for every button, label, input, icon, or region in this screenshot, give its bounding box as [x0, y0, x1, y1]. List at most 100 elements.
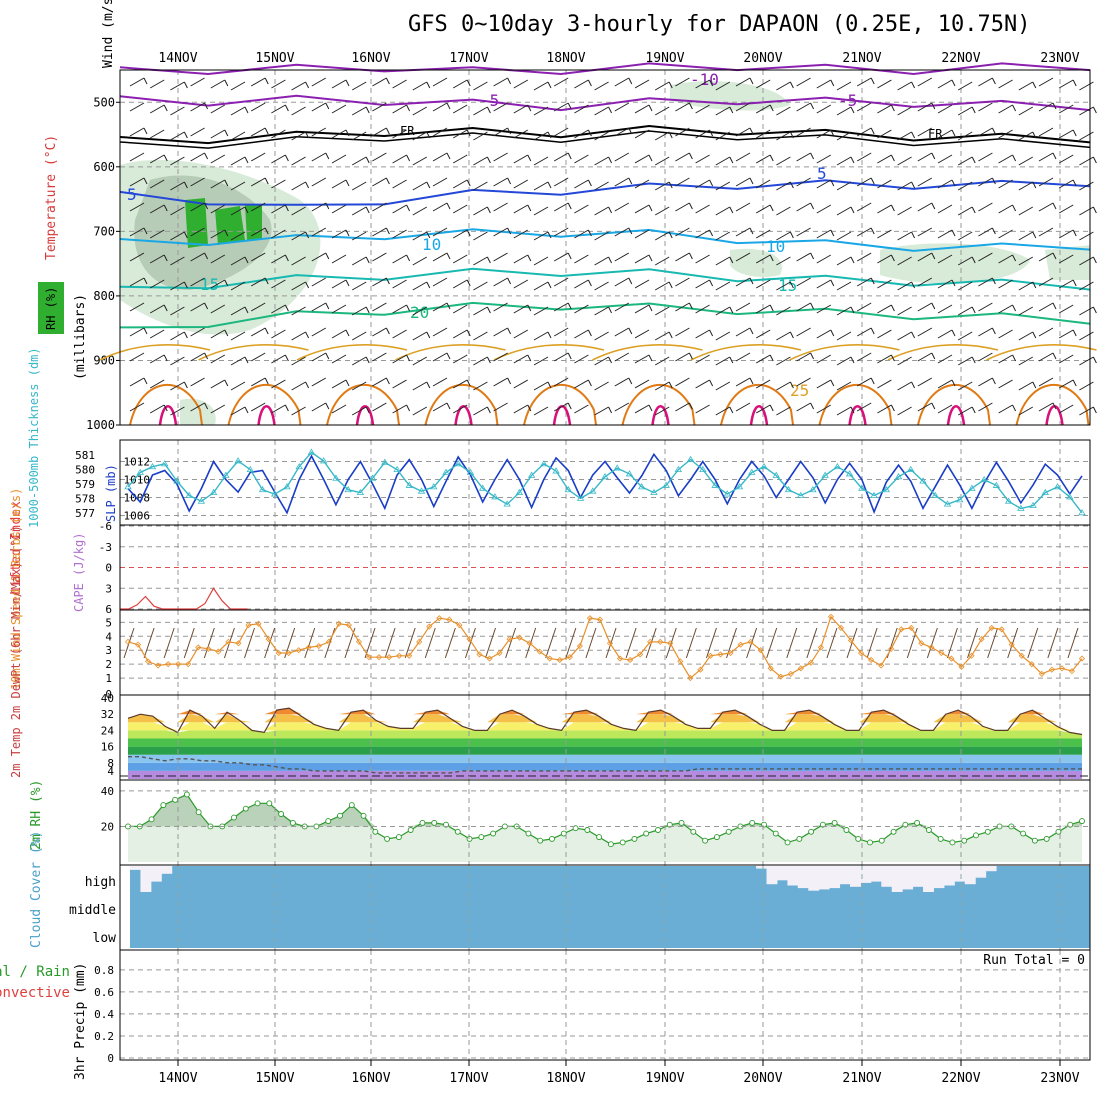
wind-barb-flag [911, 381, 916, 389]
wind-barb-flag [143, 377, 148, 385]
wind-barb-shaft [877, 254, 892, 264]
wind-barb-shaft [412, 406, 428, 416]
wind-barb [715, 156, 734, 166]
wind-barb-shaft [816, 154, 832, 164]
wind-barb-shaft [574, 354, 589, 364]
wind-barb [998, 104, 1017, 114]
isotherm-line [296, 344, 408, 361]
wind-barb-flag [749, 127, 754, 135]
wind-barb-shaft [836, 356, 852, 366]
wind-barb-flag [183, 281, 188, 289]
rh2m-marker [749, 819, 756, 826]
wind-barb-shaft [654, 131, 670, 141]
wind-barb [513, 404, 532, 414]
thickness-marker [943, 500, 952, 507]
wind10m-marker [817, 644, 824, 651]
wind-barb [776, 381, 794, 391]
wind-barb-shaft [533, 206, 549, 216]
wind-barb-shaft [614, 252, 630, 262]
wind-barb [412, 156, 428, 166]
cloud-high-gap [912, 866, 924, 887]
wind10m-marker [426, 623, 433, 630]
wind-barb-shaft [574, 279, 589, 289]
wind-barb-flag [264, 377, 269, 385]
wind-barb-shaft [614, 352, 630, 362]
wind-barb-shaft [170, 106, 185, 116]
wind-barb-shaft [715, 231, 731, 241]
wind-barb-flag [224, 229, 229, 237]
thickness-marker [319, 457, 328, 464]
rh2m-marker [643, 830, 650, 837]
wind-barb-shaft [533, 156, 549, 166]
wind-barb [473, 256, 491, 266]
wind-barb-flag [890, 204, 895, 212]
wind10m-barb [485, 627, 496, 659]
wind-barb [574, 79, 592, 89]
wind-barb [897, 381, 916, 391]
wind-barb [533, 156, 549, 166]
wind-barb-shaft [574, 304, 589, 314]
thickness-axis-label: 1000-500mb Thickness (dm) [27, 347, 41, 528]
wind-barb-shaft [271, 329, 286, 339]
wind-barb-shaft [372, 352, 387, 362]
wind-barb-shaft [776, 306, 791, 316]
wind-barb [877, 154, 895, 164]
wind-barb [978, 127, 996, 137]
wind-barb [452, 179, 471, 189]
wind-barb [271, 129, 286, 139]
rh-area-dark-1 [185, 198, 208, 248]
wind-barb-flag [951, 229, 956, 237]
wind-barb-flag [1052, 402, 1057, 410]
wind10m-marker [938, 649, 945, 657]
wind-barb-shaft [493, 102, 508, 112]
wind-barb-shaft [493, 402, 508, 412]
wind10m-marker [215, 648, 222, 655]
wind-barb-shaft [493, 227, 508, 237]
wind-barb [170, 406, 185, 416]
wind10m-barb [1067, 627, 1079, 659]
wind-barb [735, 227, 754, 237]
wind-barb-flag [931, 302, 936, 310]
wind-barb-flag [830, 129, 835, 137]
wind-barb-shaft [634, 354, 650, 364]
thickness-marker [1078, 509, 1086, 516]
wind-barb-shaft [816, 304, 832, 314]
wind-barb [1079, 281, 1094, 291]
wind-barb [230, 231, 246, 241]
wind-barb [695, 104, 710, 114]
rh2m-marker [195, 809, 202, 816]
wind10m-marker [456, 622, 463, 629]
precip-panel-border [119, 949, 1091, 1061]
wind-barb [351, 356, 370, 366]
thickness-marker [368, 474, 377, 481]
wind-barb-shaft [1058, 304, 1074, 314]
wind-barb-shaft [230, 231, 246, 241]
wind-barb [614, 252, 630, 262]
isotherm-line [1015, 383, 1090, 426]
wind-barb [331, 404, 347, 414]
wind-barb [533, 106, 549, 116]
wind-barb [654, 181, 673, 191]
wind-barb-shaft [614, 402, 630, 412]
wind-barb [937, 304, 953, 314]
wind-barb [937, 79, 956, 89]
wind-barb-shaft [553, 227, 569, 237]
wind-barb-shaft [149, 279, 165, 289]
thickness-marker [674, 465, 683, 472]
temp2m-band [128, 738, 1082, 747]
wind-barb-shaft [675, 377, 690, 387]
wind-barb [1079, 206, 1097, 216]
wind-barb-shaft [230, 106, 246, 116]
wind-barb [473, 331, 488, 341]
wind-barb [432, 177, 448, 187]
wind-barb-shaft [129, 202, 145, 212]
wind-barb-shaft [1018, 106, 1034, 116]
wind-barb [978, 177, 996, 187]
rh2m-marker [384, 835, 391, 842]
wind10m-ytick: 2 [105, 658, 112, 671]
thickness-marker [931, 491, 939, 498]
wind-barb [331, 279, 350, 289]
wind-barb-shaft [614, 277, 630, 287]
wind-barb-flag [608, 406, 613, 414]
wind-barb-shaft [129, 177, 145, 187]
